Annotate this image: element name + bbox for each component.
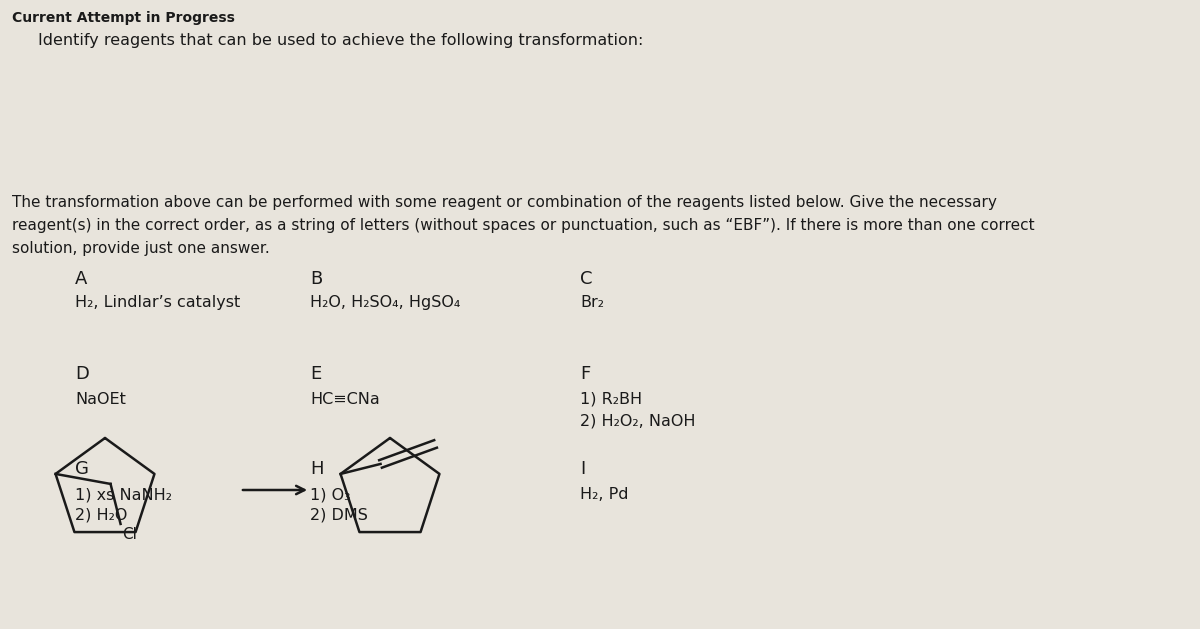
Text: H₂, Lindlar’s catalyst: H₂, Lindlar’s catalyst (74, 295, 240, 310)
Text: solution, provide just one answer.: solution, provide just one answer. (12, 241, 270, 256)
Text: H₂O, H₂SO₄, HgSO₄: H₂O, H₂SO₄, HgSO₄ (310, 295, 461, 310)
Text: Br₂: Br₂ (580, 295, 604, 310)
Text: 1) xs NaNH₂
2) H₂O: 1) xs NaNH₂ 2) H₂O (74, 487, 172, 523)
Text: B: B (310, 270, 323, 288)
Text: HC≡CNa: HC≡CNa (310, 392, 379, 407)
Text: H₂, Pd: H₂, Pd (580, 487, 629, 502)
Text: H: H (310, 460, 324, 478)
Text: F: F (580, 365, 590, 383)
Text: reagent(s) in the correct order, as a string of letters (without spaces or punct: reagent(s) in the correct order, as a st… (12, 218, 1034, 233)
Text: The transformation above can be performed with some reagent or combination of th: The transformation above can be performe… (12, 195, 997, 210)
Text: E: E (310, 365, 322, 383)
Text: 1) O₃
2) DMS: 1) O₃ 2) DMS (310, 487, 368, 523)
Text: Cl: Cl (122, 527, 138, 542)
Text: C: C (580, 270, 593, 288)
Text: Identify reagents that can be used to achieve the following transformation:: Identify reagents that can be used to ac… (38, 33, 643, 48)
Text: G: G (74, 460, 89, 478)
Text: I: I (580, 460, 586, 478)
Text: Current Attempt in Progress: Current Attempt in Progress (12, 11, 235, 25)
Text: NaOEt: NaOEt (74, 392, 126, 407)
Text: D: D (74, 365, 89, 383)
Text: 1) R₂BH
2) H₂O₂, NaOH: 1) R₂BH 2) H₂O₂, NaOH (580, 392, 696, 428)
Text: A: A (74, 270, 88, 288)
